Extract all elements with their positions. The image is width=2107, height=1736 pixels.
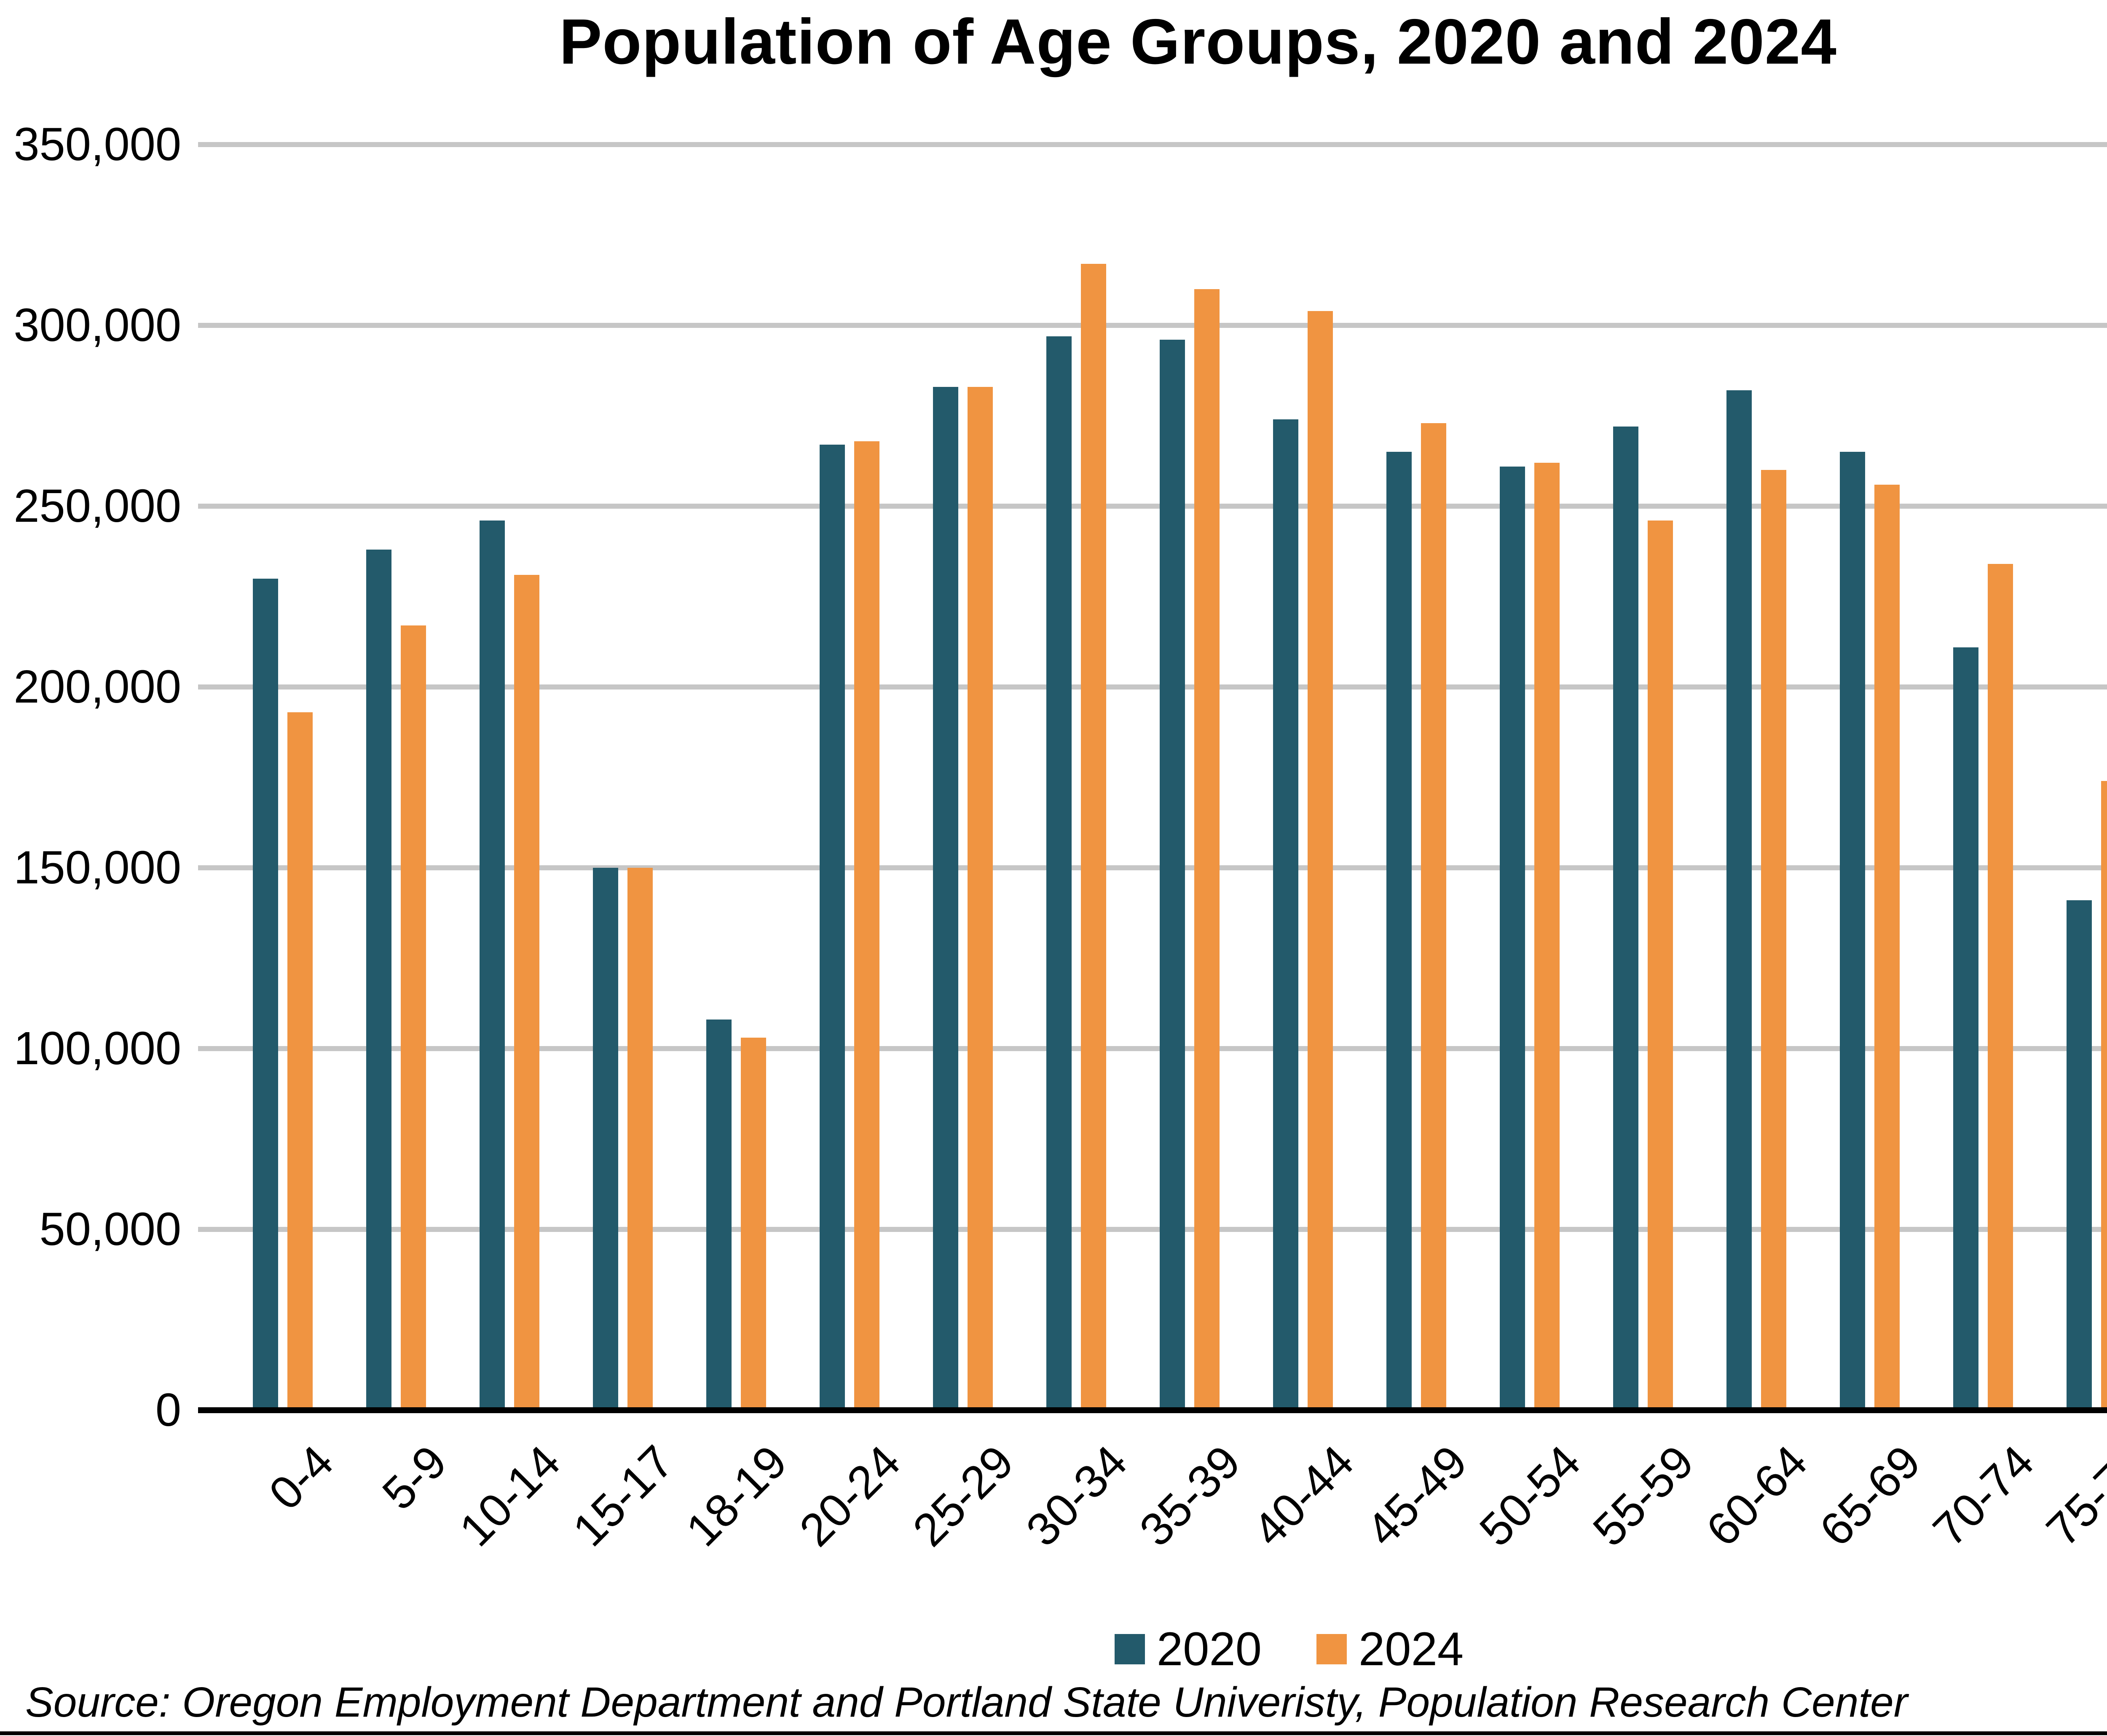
x-axis-label-5-9: 5-9 [372, 1435, 457, 1520]
bar-2024-65-69 [1874, 485, 1900, 1410]
x-axis-label-30-34: 30-34 [1016, 1435, 1137, 1556]
bar-2020-45-49 [1386, 452, 1412, 1410]
x-axis-label-70-74: 70-74 [1923, 1435, 2044, 1556]
bar-2020-75-79 [2067, 900, 2092, 1410]
bar-2024-25-29 [968, 387, 993, 1410]
bar-2020-55-59 [1613, 427, 1638, 1410]
x-axis-line [198, 1407, 2107, 1413]
bar-2020-20-24 [820, 445, 845, 1410]
bar-2024-10-14 [514, 575, 539, 1410]
bar-2024-5-9 [401, 625, 426, 1410]
bar-2024-30-34 [1081, 264, 1106, 1410]
x-axis-label-35-39: 35-39 [1129, 1435, 1250, 1556]
y-axis-tick-label: 50,000 [39, 1203, 181, 1255]
legend-label-2020: 2020 [1156, 1623, 1262, 1675]
bar-2020-60-64 [1726, 390, 1752, 1410]
legend-item-2024: 2024 [1316, 1622, 1464, 1676]
x-axis-label-75-79: 75-79 [2036, 1435, 2107, 1556]
y-axis-tick-label: 350,000 [13, 118, 181, 170]
chart-title: Population of Age Groups, 2020 and 2024 [559, 6, 1837, 78]
bar-2024-15-17 [627, 868, 653, 1410]
bar-2024-75-79 [2101, 781, 2107, 1410]
bar-2020-18-19 [706, 1020, 732, 1410]
bar-2024-35-39 [1194, 289, 1220, 1410]
bar-2020-5-9 [366, 550, 391, 1410]
gridline-250000 [198, 504, 2107, 509]
source-note: Source: Oregon Employment Department and… [25, 1679, 1908, 1726]
x-axis-label-60-64: 60-64 [1696, 1435, 1817, 1556]
x-axis-label-55-59: 55-59 [1583, 1435, 1704, 1556]
y-axis-tick-label: 300,000 [13, 299, 181, 351]
bar-2024-40-44 [1308, 311, 1333, 1410]
bar-2020-10-14 [480, 521, 505, 1410]
bar-2024-20-24 [854, 441, 879, 1410]
bar-2024-50-54 [1534, 463, 1560, 1410]
bar-2024-60-64 [1761, 470, 1786, 1410]
bottom-border-line [0, 1731, 2107, 1735]
bar-2020-0-4 [253, 579, 278, 1410]
x-axis-label-40-44: 40-44 [1243, 1435, 1364, 1556]
x-axis-label-0-4: 0-4 [259, 1435, 343, 1520]
legend-item-2020: 2020 [1114, 1622, 1262, 1676]
x-axis-label-25-29: 25-29 [903, 1435, 1024, 1556]
bar-2024-18-19 [741, 1038, 766, 1410]
bar-2020-40-44 [1273, 419, 1298, 1410]
bar-2020-35-39 [1160, 340, 1185, 1410]
legend-swatch-2020 [1114, 1634, 1145, 1664]
x-axis-label-20-24: 20-24 [789, 1435, 910, 1556]
x-axis-label-50-54: 50-54 [1469, 1435, 1590, 1556]
x-axis-label-65-69: 65-69 [1809, 1435, 1930, 1556]
gridline-350000 [198, 142, 2107, 147]
bar-2020-30-34 [1046, 336, 1072, 1410]
bar-2020-65-69 [1840, 452, 1865, 1410]
x-axis-label-45-49: 45-49 [1356, 1435, 1477, 1556]
x-axis-label-18-19: 18-19 [676, 1435, 797, 1556]
y-axis-tick-label: 0 [155, 1384, 181, 1436]
bar-2024-0-4 [287, 712, 313, 1410]
legend-swatch-2024 [1316, 1634, 1347, 1664]
x-axis-label-10-14: 10-14 [449, 1435, 570, 1556]
bar-2020-50-54 [1500, 467, 1525, 1410]
bar-2024-45-49 [1421, 423, 1446, 1410]
legend-label-2024: 2024 [1359, 1623, 1464, 1675]
y-axis-tick-label: 250,000 [13, 480, 181, 532]
bar-2024-55-59 [1648, 521, 1673, 1410]
legend: 2020 2024 [198, 1622, 2107, 1676]
y-axis-tick-label: 200,000 [13, 661, 181, 713]
bar-2024-70-74 [1988, 564, 2013, 1410]
bar-2020-15-17 [593, 868, 618, 1410]
bar-2020-25-29 [933, 387, 958, 1410]
gridline-300000 [198, 323, 2107, 328]
y-axis-tick-label: 100,000 [13, 1022, 181, 1074]
bar-2020-70-74 [1953, 647, 1978, 1410]
y-axis-tick-label: 150,000 [13, 842, 181, 893]
x-axis-label-15-17: 15-17 [563, 1435, 684, 1556]
